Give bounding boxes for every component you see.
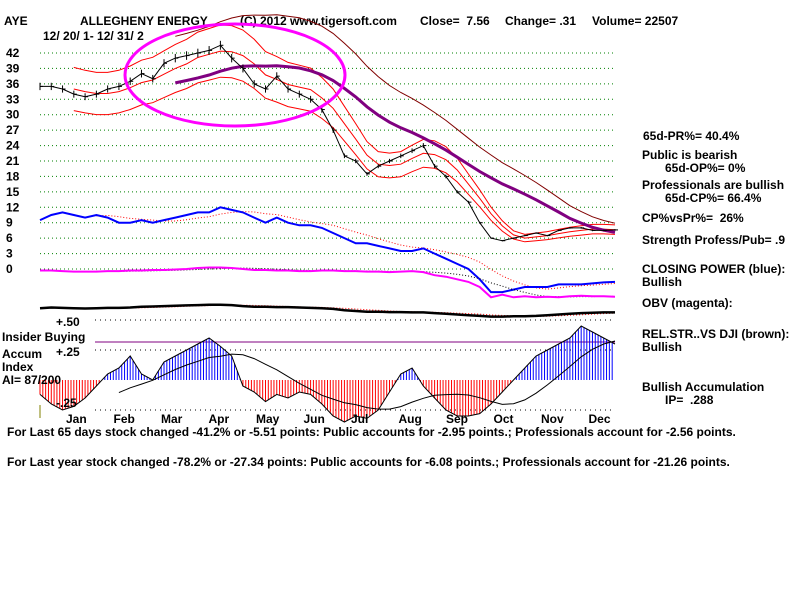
cp-pct: 65d-CP%= 66.4%: [665, 191, 762, 205]
change-value: Change= .31: [505, 14, 577, 28]
y-tick-label: 18: [6, 169, 20, 183]
y-tick-label: 9: [6, 216, 13, 230]
month-label: Oct: [494, 412, 514, 426]
accum-ma: [118, 340, 616, 410]
accum-tick-p50: +.50: [56, 315, 80, 329]
month-label: Apr: [209, 412, 230, 426]
ma65-line: [174, 64, 616, 234]
upper-band: [73, 24, 616, 235]
price-line: [40, 44, 616, 242]
public-status: Public is bearish: [642, 148, 738, 162]
y-tick-label: 33: [6, 92, 20, 106]
month-label: Mar: [161, 412, 183, 426]
accum-label: Accum: [2, 347, 43, 361]
y-tick-label: 15: [6, 185, 20, 199]
rel-str-status: Bullish: [642, 340, 683, 354]
date-range: 12/ 20/ 1- 12/ 31/ 2: [43, 29, 144, 43]
index-label: Index: [2, 360, 34, 374]
month-label: May: [256, 412, 280, 426]
month-label: Jun: [304, 412, 325, 426]
close-value: Close= 7.56: [420, 14, 490, 28]
accum-tick-m25: -.25: [56, 396, 77, 410]
y-tick-label: 21: [6, 154, 20, 168]
footer-65day: For Last 65 days stock changed -41.2% or…: [7, 425, 736, 439]
y-tick-label: 39: [6, 61, 20, 75]
closing-power-line: [39, 206, 616, 294]
closing-power-label: CLOSING POWER (blue):: [642, 262, 786, 276]
closing-power-status: Bullish: [642, 275, 683, 289]
month-label: Dec: [589, 412, 611, 426]
obv-line: [40, 266, 616, 299]
month-label: Sep: [446, 412, 468, 426]
accumulation-status: Bullish Accumulation: [642, 380, 765, 394]
ticker: AYE: [4, 14, 28, 28]
obv-label: OBV (magenta):: [642, 296, 733, 310]
y-tick-label: 27: [6, 123, 20, 137]
pr-pct: 65d-PR%= 40.4%: [643, 129, 740, 143]
professional-status: Professionals are bullish: [642, 178, 785, 192]
ip-value: IP= .288: [665, 393, 714, 407]
accum-line: [39, 325, 616, 423]
y-tick-label: 0: [6, 262, 13, 276]
insider-buying-label: Insider Buying: [2, 330, 86, 344]
upper-band-65: [175, 14, 616, 224]
y-tick-label: 12: [6, 200, 20, 214]
obv-ma: [96, 267, 615, 298]
cp-vs-pr: CP%vsPr%= 26%: [642, 211, 744, 225]
month-label: Aug: [399, 412, 422, 426]
y-tick-label: 6: [6, 231, 13, 245]
ai-value: AI= 87/200: [2, 373, 62, 387]
y-tick-label: 36: [6, 77, 20, 91]
month-label: Jan: [66, 412, 87, 426]
month-label: Jul: [351, 412, 368, 426]
highlight-ellipse: [123, 22, 347, 128]
company-name: ALLEGHENY ENERGY: [80, 14, 208, 28]
closing-power-ma: [96, 211, 616, 290]
accum-tick-p25: +.25: [56, 345, 80, 359]
footer-year: For Last year stock changed -78.2% or -2…: [7, 455, 730, 469]
op-pct: 65d-OP%= 0%: [665, 161, 746, 175]
y-tick-label: 30: [6, 108, 20, 122]
lower-band: [73, 76, 616, 243]
month-label: Feb: [114, 412, 135, 426]
month-label: Nov: [541, 412, 564, 426]
ma-line: [73, 50, 616, 239]
y-tick-label: 3: [6, 247, 13, 261]
rel-str-line: [39, 303, 615, 318]
volume-value: Volume= 22507: [592, 14, 679, 28]
rel-str-label: REL.STR..VS DJI (brown):: [642, 327, 790, 341]
strength-ratio: Strength Profess/Pub= .9: [642, 233, 786, 247]
y-tick-label: 42: [6, 46, 20, 60]
y-tick-label: 24: [6, 139, 20, 153]
